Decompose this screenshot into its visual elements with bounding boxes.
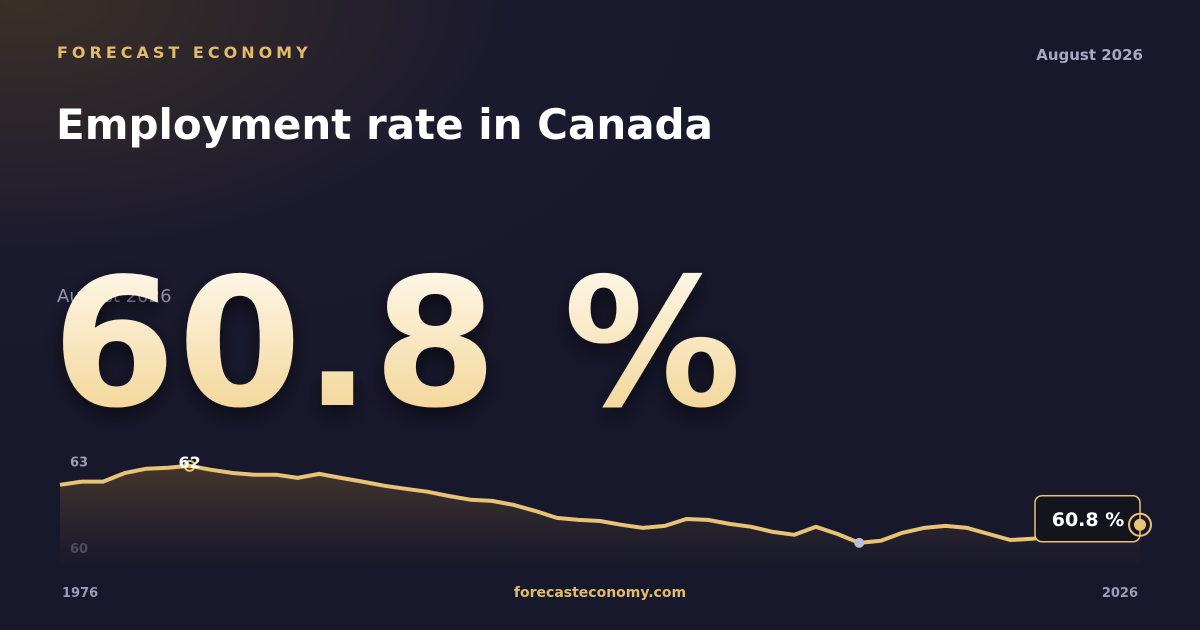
x-tick-label: 2026 — [1102, 586, 1138, 601]
area — [60, 465, 1140, 565]
x-tick-label: 1976 — [62, 586, 98, 601]
headline-date: August 2026 — [57, 286, 172, 307]
min-marker — [854, 537, 865, 548]
footer: forecasteconomy.com — [514, 585, 686, 601]
y-tick-label: 63 — [70, 456, 88, 471]
chart-title: Employment rate in Canada — [56, 100, 713, 149]
end-ring — [1128, 512, 1152, 537]
end-marker — [1134, 518, 1146, 531]
brand: FORECAST ECONOMY — [57, 43, 312, 62]
peak-label: 62 — [178, 453, 200, 472]
date: August 2026 — [1036, 46, 1143, 64]
headline-value: 60.8 % — [52, 240, 744, 447]
peak-marker — [183, 459, 196, 472]
end-label: 60.8 % — [1052, 509, 1125, 531]
plot: 6063197620266260.8 % — [59, 453, 1152, 601]
line — [59, 463, 1141, 545]
